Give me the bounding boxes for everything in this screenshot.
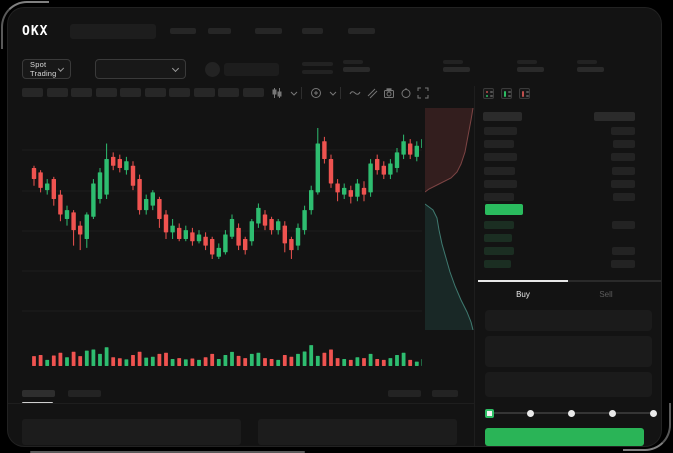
bottom-tab-active[interactable] bbox=[22, 390, 55, 397]
draw-lines-icon[interactable] bbox=[365, 86, 379, 100]
device-corner-highlight bbox=[623, 403, 671, 451]
orderbook-depth-chart bbox=[425, 108, 474, 330]
ask-price-placeholder[interactable] bbox=[484, 179, 517, 188]
stat-value-placeholder bbox=[443, 67, 470, 72]
device-corner-highlight bbox=[1, 1, 49, 49]
stat-value-placeholder bbox=[577, 67, 604, 72]
slider-stop[interactable] bbox=[649, 409, 657, 417]
divider bbox=[340, 87, 341, 99]
bottom-control[interactable] bbox=[388, 390, 421, 397]
ask-amount-placeholder[interactable] bbox=[613, 193, 635, 201]
slider-stop[interactable] bbox=[567, 409, 575, 417]
divider bbox=[8, 403, 474, 404]
panel-divider bbox=[474, 86, 475, 446]
orderbook-amount-header bbox=[594, 112, 635, 121]
chevron-down-icon bbox=[58, 64, 65, 72]
bid-amount-placeholder[interactable] bbox=[612, 247, 635, 255]
book-asks-icon[interactable] bbox=[519, 88, 530, 99]
ask-amount-placeholder[interactable] bbox=[611, 127, 635, 135]
coin-avatar bbox=[205, 62, 220, 77]
pair-selector[interactable] bbox=[95, 59, 186, 79]
divider bbox=[301, 87, 302, 99]
price-placeholder bbox=[302, 62, 333, 66]
stat-label-placeholder bbox=[443, 60, 463, 64]
price-input-placeholder[interactable] bbox=[485, 310, 652, 331]
fullscreen-icon[interactable] bbox=[416, 86, 430, 100]
timeframe-button-placeholder[interactable] bbox=[144, 88, 166, 97]
tab-buy[interactable]: Buy bbox=[516, 290, 530, 299]
slider-stop[interactable] bbox=[608, 409, 616, 417]
bid-price-placeholder[interactable] bbox=[484, 234, 512, 242]
app-window: OKX Spot Trading bbox=[8, 8, 661, 446]
slider-handle-active[interactable] bbox=[484, 408, 494, 418]
bid-price-placeholder[interactable] bbox=[484, 247, 514, 255]
chevron-down-icon[interactable] bbox=[287, 86, 301, 100]
chevron-down-icon[interactable] bbox=[326, 86, 340, 100]
alert-circle-icon[interactable] bbox=[399, 86, 413, 100]
nav-item-placeholder[interactable] bbox=[170, 28, 196, 34]
orderbook-price-header bbox=[483, 112, 522, 121]
timeframe-button-placeholder[interactable] bbox=[169, 88, 190, 97]
ask-amount-placeholder[interactable] bbox=[611, 153, 635, 162]
bottom-panel-placeholder bbox=[258, 419, 457, 445]
timeframe-button-placeholder[interactable] bbox=[120, 88, 141, 97]
indicator-wave-icon[interactable] bbox=[348, 86, 362, 100]
ask-price-placeholder[interactable] bbox=[484, 127, 517, 135]
camera-icon[interactable] bbox=[382, 86, 396, 100]
bid-price-placeholder[interactable] bbox=[484, 221, 514, 229]
market-type-label: Spot Trading bbox=[30, 60, 57, 78]
buy-submit-button[interactable] bbox=[485, 428, 644, 446]
okx-logo: OKX bbox=[22, 24, 49, 39]
candlestick-chart-icon[interactable] bbox=[270, 86, 284, 100]
ask-price-placeholder[interactable] bbox=[484, 140, 514, 149]
ask-amount-placeholder[interactable] bbox=[613, 140, 635, 149]
nav-item-placeholder[interactable] bbox=[348, 28, 375, 34]
timeframe-button-placeholder[interactable] bbox=[71, 88, 92, 97]
bottom-control[interactable] bbox=[432, 390, 458, 397]
header-title-placeholder bbox=[70, 24, 156, 39]
candlestick-chart[interactable] bbox=[22, 108, 422, 330]
timeframe-button-placeholder[interactable] bbox=[242, 88, 264, 97]
bid-amount-placeholder[interactable] bbox=[612, 221, 635, 229]
bottom-panel-placeholder bbox=[22, 419, 241, 445]
tab-divider bbox=[568, 280, 661, 282]
ask-price-placeholder[interactable] bbox=[484, 166, 515, 175]
stat-value-placeholder bbox=[517, 67, 544, 72]
volume-bars bbox=[32, 345, 422, 366]
timeframe-button-placeholder[interactable] bbox=[46, 88, 68, 97]
chevron-down-icon bbox=[171, 64, 180, 72]
change-placeholder bbox=[302, 70, 333, 74]
timeframe-button-placeholder[interactable] bbox=[193, 88, 215, 97]
stat-value-placeholder bbox=[343, 67, 370, 72]
amount-input-placeholder[interactable] bbox=[485, 336, 652, 367]
nav-item-placeholder[interactable] bbox=[208, 28, 231, 34]
ask-price-placeholder[interactable] bbox=[484, 193, 514, 201]
timeframe-button-placeholder[interactable] bbox=[95, 88, 117, 97]
bottom-tab[interactable] bbox=[68, 390, 101, 397]
pair-name-placeholder bbox=[224, 63, 279, 76]
tab-sell[interactable]: Sell bbox=[599, 290, 613, 299]
ask-amount-placeholder[interactable] bbox=[612, 166, 635, 175]
bid-price-placeholder[interactable] bbox=[484, 260, 511, 268]
total-input-placeholder[interactable] bbox=[485, 372, 652, 397]
buy-tab-indicator bbox=[478, 280, 568, 282]
stat-label-placeholder bbox=[517, 60, 537, 64]
device-bezel-edge bbox=[30, 451, 305, 453]
stat-label-placeholder bbox=[343, 60, 363, 64]
stat-label-placeholder bbox=[577, 60, 597, 64]
timeframe-button-placeholder[interactable] bbox=[218, 88, 239, 97]
compare-icon[interactable] bbox=[309, 86, 323, 100]
slider-stop[interactable] bbox=[526, 409, 534, 417]
book-bids-icon[interactable] bbox=[501, 88, 512, 99]
timeframe-button-placeholder[interactable] bbox=[22, 88, 43, 97]
ask-price-placeholder[interactable] bbox=[484, 153, 517, 162]
last-price-badge[interactable] bbox=[485, 204, 523, 215]
bid-amount-placeholder[interactable] bbox=[611, 260, 635, 268]
book-both-icon[interactable] bbox=[483, 88, 494, 99]
nav-item-placeholder[interactable] bbox=[255, 28, 282, 34]
nav-item-placeholder[interactable] bbox=[302, 28, 323, 34]
market-type-selector[interactable]: Spot Trading bbox=[22, 59, 71, 79]
ask-amount-placeholder[interactable] bbox=[611, 179, 635, 188]
